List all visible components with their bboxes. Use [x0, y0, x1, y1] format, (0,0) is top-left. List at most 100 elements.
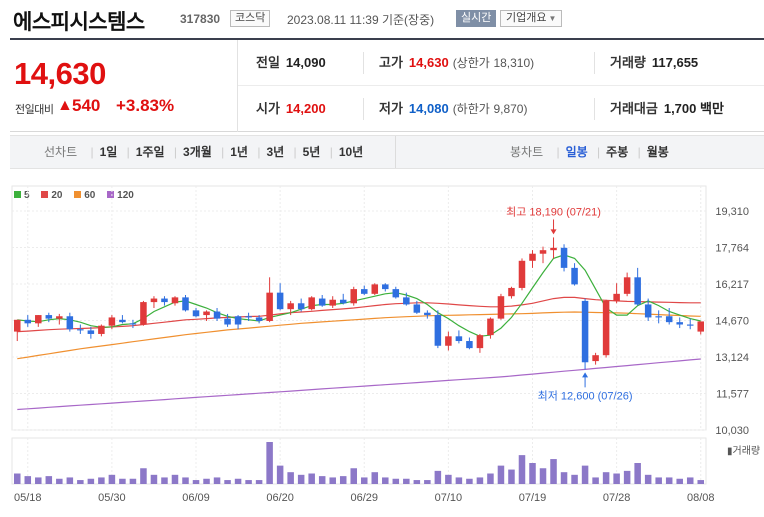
volume-bar: [87, 478, 95, 484]
company-info-button[interactable]: 기업개요 ▼: [500, 10, 563, 27]
open-value: 14,200: [285, 101, 326, 116]
period-1d[interactable]: 1일: [99, 145, 118, 159]
candle-body: [203, 311, 210, 316]
candle-body: [665, 316, 673, 323]
volume-bar: [592, 477, 599, 484]
volume-bar: [203, 478, 210, 484]
period-3y[interactable]: 3년: [266, 145, 285, 159]
high-cell: 고가 14,630 (상한가 18,310): [379, 40, 534, 86]
candle-body: [161, 298, 168, 303]
volume-bar: [581, 465, 589, 484]
quote-row-1: 전일 14,090 고가 14,630 (상한가 18,310) 거래량 117,655: [238, 40, 764, 86]
candle-body: [45, 315, 53, 319]
candle-body: [276, 292, 284, 310]
realtime-button[interactable]: 실시간: [456, 10, 497, 27]
candle-body: [308, 297, 315, 310]
low-arrow-head: [582, 372, 589, 378]
volume-bar: [382, 477, 389, 484]
prev-close-cell: 전일 14,090: [256, 40, 326, 86]
lower-limit-value: 9,870): [493, 102, 528, 116]
volume-bar: [360, 477, 368, 484]
candle-chart-title: 봉차트: [510, 145, 544, 159]
up-triangle-icon: ▲: [57, 97, 73, 114]
period-1w[interactable]: 1주일: [135, 145, 165, 159]
candle-body: [360, 289, 368, 294]
line-chart-title: 선차트: [44, 145, 78, 159]
volume-bar: [697, 480, 705, 484]
volume-bar: [644, 474, 652, 484]
amount-value: 1,700: [663, 101, 697, 116]
candle-body: [518, 260, 526, 288]
period-3m[interactable]: 3개월: [183, 145, 212, 159]
volume-label: 거래량: [610, 55, 646, 70]
open-label: 시가: [256, 101, 280, 116]
candle-body: [119, 319, 126, 323]
x-tick-label: 05/18: [14, 492, 42, 504]
candle-body: [56, 316, 63, 319]
volume-bar: [150, 474, 158, 484]
x-tick-label: 08/08: [687, 492, 715, 504]
volume-bar: [308, 473, 315, 484]
candle-body: [550, 247, 557, 251]
volume-bar: [350, 468, 358, 484]
volume-bar: [77, 480, 84, 484]
candle-body: [24, 319, 32, 324]
volume-bar: [634, 463, 641, 484]
volume-bar: [24, 476, 32, 484]
volume-bar: [466, 478, 473, 484]
volume-bar: [108, 474, 116, 484]
change-percent: +3.83%: [116, 96, 175, 115]
candle-body: [108, 317, 116, 326]
period-5y[interactable]: 5년: [302, 145, 321, 159]
y-tick-label: 10,030: [715, 425, 749, 437]
lower-limit-label: (하한가: [452, 102, 490, 116]
volume-bar: [602, 472, 610, 484]
volume-bar: [371, 472, 379, 484]
x-tick-label: 07/19: [519, 492, 547, 504]
price-chart[interactable]: 19,310 17,764 16,217 14,670 13,124 11,577 10,0…: [0, 184, 764, 517]
candle-body: [171, 297, 179, 304]
volume-bar: [476, 477, 484, 484]
volume-bar: [339, 476, 347, 484]
candle-body: [539, 250, 547, 254]
volume-bar: [403, 478, 410, 484]
period-1y[interactable]: 1년: [230, 145, 248, 159]
candle-body: [35, 315, 42, 324]
stock-header: 에스피시스템스 317830 코스닥 2023.08.11 11:39 기준(장…: [0, 0, 764, 38]
candle-chart-group: 봉차트 | 일봉 | 주봉 | 월봉: [510, 145, 669, 159]
volume-bar: [434, 470, 442, 484]
ma120-line: [17, 358, 701, 411]
volume-bar: [171, 474, 179, 484]
volume-cell: 거래량 117,655: [610, 40, 698, 86]
candle-body: [129, 323, 137, 325]
high-value: 14,630: [408, 55, 449, 70]
volume-bar: [550, 459, 557, 484]
candle-body: [213, 311, 221, 319]
volume-bar: [224, 480, 231, 484]
candle-body: [623, 277, 631, 294]
volume-bar: [445, 474, 452, 484]
company-info-label: 기업개요: [506, 12, 547, 24]
candle-body: [234, 316, 242, 325]
candle-daily[interactable]: 일봉: [565, 145, 588, 159]
candle-body: [98, 325, 105, 334]
period-10y[interactable]: 10년: [338, 145, 364, 159]
x-tick-label: 06/20: [266, 492, 294, 504]
candle-body: [676, 322, 683, 325]
candle-body: [508, 287, 515, 297]
candle-monthly[interactable]: 월봉: [646, 145, 669, 159]
low-label: 저가: [379, 101, 403, 116]
legend-ma60: 60: [74, 190, 95, 201]
candle-body: [266, 292, 273, 321]
ma60-line: [17, 311, 701, 360]
volume-bar: [140, 468, 147, 484]
x-tick-label: 06/29: [350, 492, 378, 504]
volume-bar: [676, 478, 683, 484]
candle-weekly[interactable]: 주봉: [606, 145, 629, 159]
volume-bar: [318, 476, 326, 484]
volume-bar: [560, 472, 568, 484]
candle-body: [455, 336, 463, 342]
quote-row-2: 시가 14,200 저가 14,080 (하한가 9,870) 거래대금 1,700 백…: [238, 86, 764, 132]
candle-body: [571, 267, 578, 285]
legend-ma20: 20: [41, 190, 62, 201]
